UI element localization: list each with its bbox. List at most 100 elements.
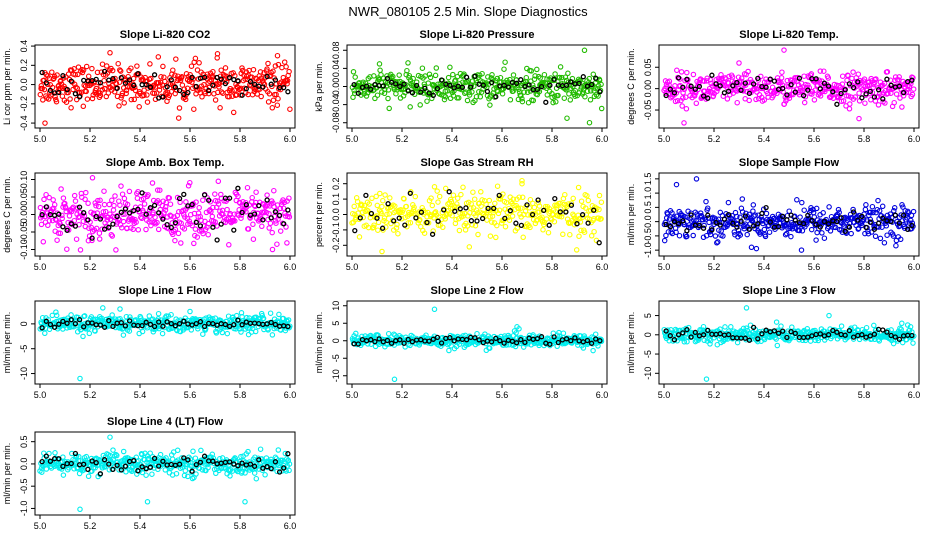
data-point — [119, 224, 125, 231]
overlay-point — [597, 89, 603, 95]
overlay-point — [51, 212, 58, 219]
overlay-point — [172, 220, 179, 226]
data-point — [238, 85, 244, 92]
overlay-point — [784, 334, 790, 341]
overlay-point — [181, 318, 187, 324]
data-point — [139, 215, 145, 222]
overlay-point — [151, 323, 158, 330]
data-point — [275, 61, 282, 68]
data-point — [217, 105, 223, 111]
overlay-point — [193, 320, 199, 327]
data-point — [855, 71, 862, 77]
data-point — [519, 194, 526, 201]
data-point — [93, 85, 100, 92]
overlay-point — [717, 222, 723, 228]
data-point — [119, 90, 126, 97]
data-point — [729, 74, 736, 80]
overlay-point — [563, 82, 570, 88]
y-tick-label: -0.04 — [331, 94, 341, 115]
overlay-point — [855, 217, 861, 223]
data-point — [178, 240, 184, 246]
overlay-point — [713, 81, 719, 87]
data-point — [674, 67, 680, 74]
overlay-point — [513, 80, 520, 86]
data-point — [679, 103, 685, 109]
overlay-point — [352, 227, 358, 234]
overlay-point — [821, 218, 828, 225]
chart-title: Slope Sample Flow — [739, 157, 840, 169]
overlay-point — [746, 90, 753, 97]
overlay-point — [755, 336, 761, 342]
overlay-point — [809, 217, 815, 224]
data-point — [226, 468, 233, 474]
data-point — [772, 334, 778, 341]
outlier-point — [511, 328, 518, 334]
overlay-point — [193, 219, 199, 226]
overlay-point — [68, 78, 74, 84]
overlay-point — [285, 323, 291, 330]
data-point — [383, 219, 389, 225]
overlay-point — [139, 464, 145, 470]
overlay-point — [206, 87, 212, 94]
overlay-point — [496, 192, 502, 199]
data-point — [722, 324, 728, 330]
data-point — [138, 214, 144, 221]
overlay-point — [493, 335, 499, 342]
data-point — [737, 232, 744, 238]
data-point — [128, 65, 134, 71]
overlay-point — [118, 467, 124, 473]
overlay-point — [143, 319, 149, 325]
overlay-point — [688, 334, 694, 340]
overlay-point — [463, 74, 470, 80]
data-point — [205, 460, 212, 466]
data-point — [875, 197, 881, 204]
data-point — [734, 213, 740, 220]
data-point — [206, 90, 212, 97]
y-tick-label: 0.10 — [19, 171, 29, 189]
data-point — [713, 217, 719, 223]
data-point — [83, 88, 89, 95]
data-point — [374, 202, 381, 209]
data-point — [745, 68, 751, 75]
data-point — [117, 202, 123, 208]
data-point — [380, 197, 386, 204]
data-point — [446, 347, 452, 354]
data-point — [373, 213, 380, 219]
data-point — [89, 237, 95, 244]
data-point — [560, 330, 567, 336]
data-point — [287, 106, 293, 112]
overlay-point — [509, 79, 516, 86]
data-point — [57, 230, 64, 237]
overlay-point — [888, 82, 894, 88]
data-point — [552, 71, 558, 77]
data-point — [595, 93, 601, 99]
overlay-point — [85, 78, 91, 84]
x-tick-label: 5.6 — [496, 134, 509, 144]
overlay-point — [60, 463, 66, 470]
data-point — [193, 471, 199, 477]
overlay-point — [663, 92, 669, 99]
x-tick-label: 5.4 — [446, 262, 459, 272]
outlier-point — [564, 115, 570, 121]
overlay-point — [135, 206, 141, 212]
data-point — [155, 54, 162, 60]
data-point — [120, 448, 127, 455]
overlay-point — [418, 209, 425, 215]
x-tick-label: 6.0 — [284, 262, 297, 272]
overlay-point — [164, 84, 170, 90]
data-point — [884, 69, 891, 75]
data-point — [436, 193, 443, 200]
overlay-point — [705, 95, 711, 101]
overlay-point — [418, 89, 424, 95]
data-point — [162, 467, 169, 473]
data-point — [676, 232, 683, 239]
outlier-point — [703, 376, 710, 382]
data-point — [49, 217, 56, 224]
data-point — [154, 219, 160, 226]
data-point — [63, 205, 69, 211]
overlay-point — [413, 215, 419, 221]
data-point — [592, 331, 599, 337]
data-point — [496, 207, 503, 213]
